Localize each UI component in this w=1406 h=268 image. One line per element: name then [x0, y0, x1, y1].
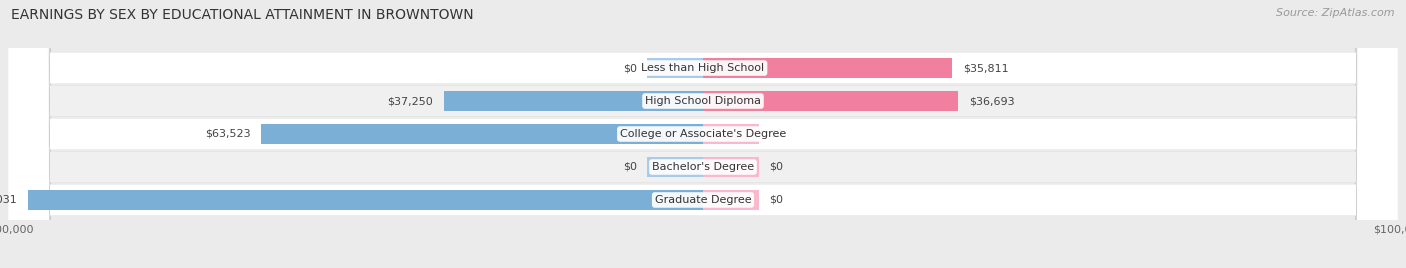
Text: $63,523: $63,523 — [205, 129, 250, 139]
Bar — [703, 190, 759, 210]
Text: $37,250: $37,250 — [388, 96, 433, 106]
FancyBboxPatch shape — [10, 0, 1396, 268]
Text: EARNINGS BY SEX BY EDUCATIONAL ATTAINMENT IN BROWNTOWN: EARNINGS BY SEX BY EDUCATIONAL ATTAINMEN… — [11, 8, 474, 22]
Text: High School Diploma: High School Diploma — [645, 96, 761, 106]
Bar — [703, 58, 952, 78]
FancyBboxPatch shape — [10, 0, 1396, 268]
FancyBboxPatch shape — [8, 0, 1398, 268]
FancyBboxPatch shape — [8, 0, 1398, 268]
Text: $0: $0 — [623, 162, 637, 172]
FancyBboxPatch shape — [10, 0, 1396, 268]
Text: College or Associate's Degree: College or Associate's Degree — [620, 129, 786, 139]
Bar — [647, 58, 703, 78]
Bar — [703, 124, 759, 144]
Text: $0: $0 — [623, 63, 637, 73]
FancyBboxPatch shape — [10, 0, 1396, 268]
Bar — [262, 124, 703, 144]
FancyBboxPatch shape — [8, 0, 1398, 268]
Bar — [703, 157, 759, 177]
Text: $0: $0 — [769, 162, 783, 172]
Text: $35,811: $35,811 — [963, 63, 1008, 73]
FancyBboxPatch shape — [8, 0, 1398, 268]
Text: $0: $0 — [769, 195, 783, 205]
Text: Less than High School: Less than High School — [641, 63, 765, 73]
Text: Graduate Degree: Graduate Degree — [655, 195, 751, 205]
Bar — [444, 91, 703, 111]
Text: Source: ZipAtlas.com: Source: ZipAtlas.com — [1277, 8, 1395, 18]
Text: $0: $0 — [769, 129, 783, 139]
Bar — [647, 157, 703, 177]
FancyBboxPatch shape — [8, 0, 1398, 268]
Bar — [28, 190, 703, 210]
Text: Bachelor's Degree: Bachelor's Degree — [652, 162, 754, 172]
Bar — [703, 91, 959, 111]
FancyBboxPatch shape — [10, 0, 1396, 268]
Text: $36,693: $36,693 — [969, 96, 1015, 106]
Text: $97,031: $97,031 — [0, 195, 17, 205]
